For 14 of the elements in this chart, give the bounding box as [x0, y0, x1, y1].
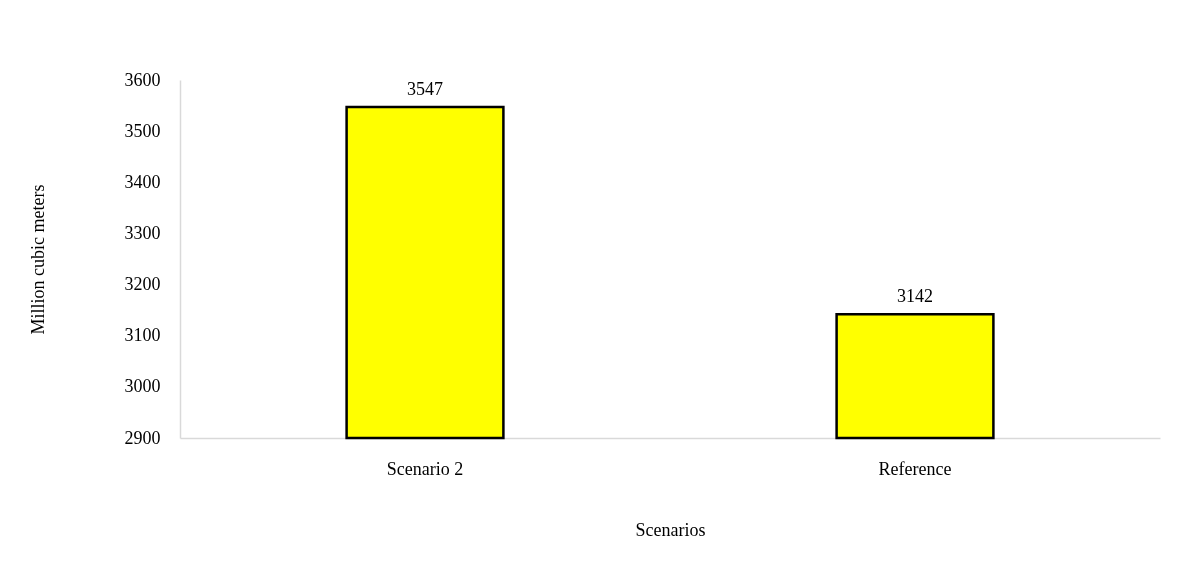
y-tick-label: 3400	[124, 171, 161, 192]
y-tick-label: 3200	[124, 274, 161, 295]
data-label: 3547	[407, 79, 443, 100]
y-axis-title: Million cubic meters	[27, 184, 48, 335]
x-axis-title: Scenarios	[635, 519, 706, 540]
y-tick-label: 3000	[124, 376, 161, 397]
y-tick-label: 3100	[124, 325, 161, 346]
data-label: 3142	[897, 286, 933, 307]
x-tick-label: Reference	[878, 458, 952, 479]
y-tick-label: 3600	[124, 69, 161, 90]
y-tick-label: 2900	[124, 427, 161, 448]
y-tick-label: 3500	[124, 120, 161, 141]
x-tick-label: Scenario 2	[386, 458, 464, 479]
y-tick-label: 3300	[124, 222, 161, 243]
